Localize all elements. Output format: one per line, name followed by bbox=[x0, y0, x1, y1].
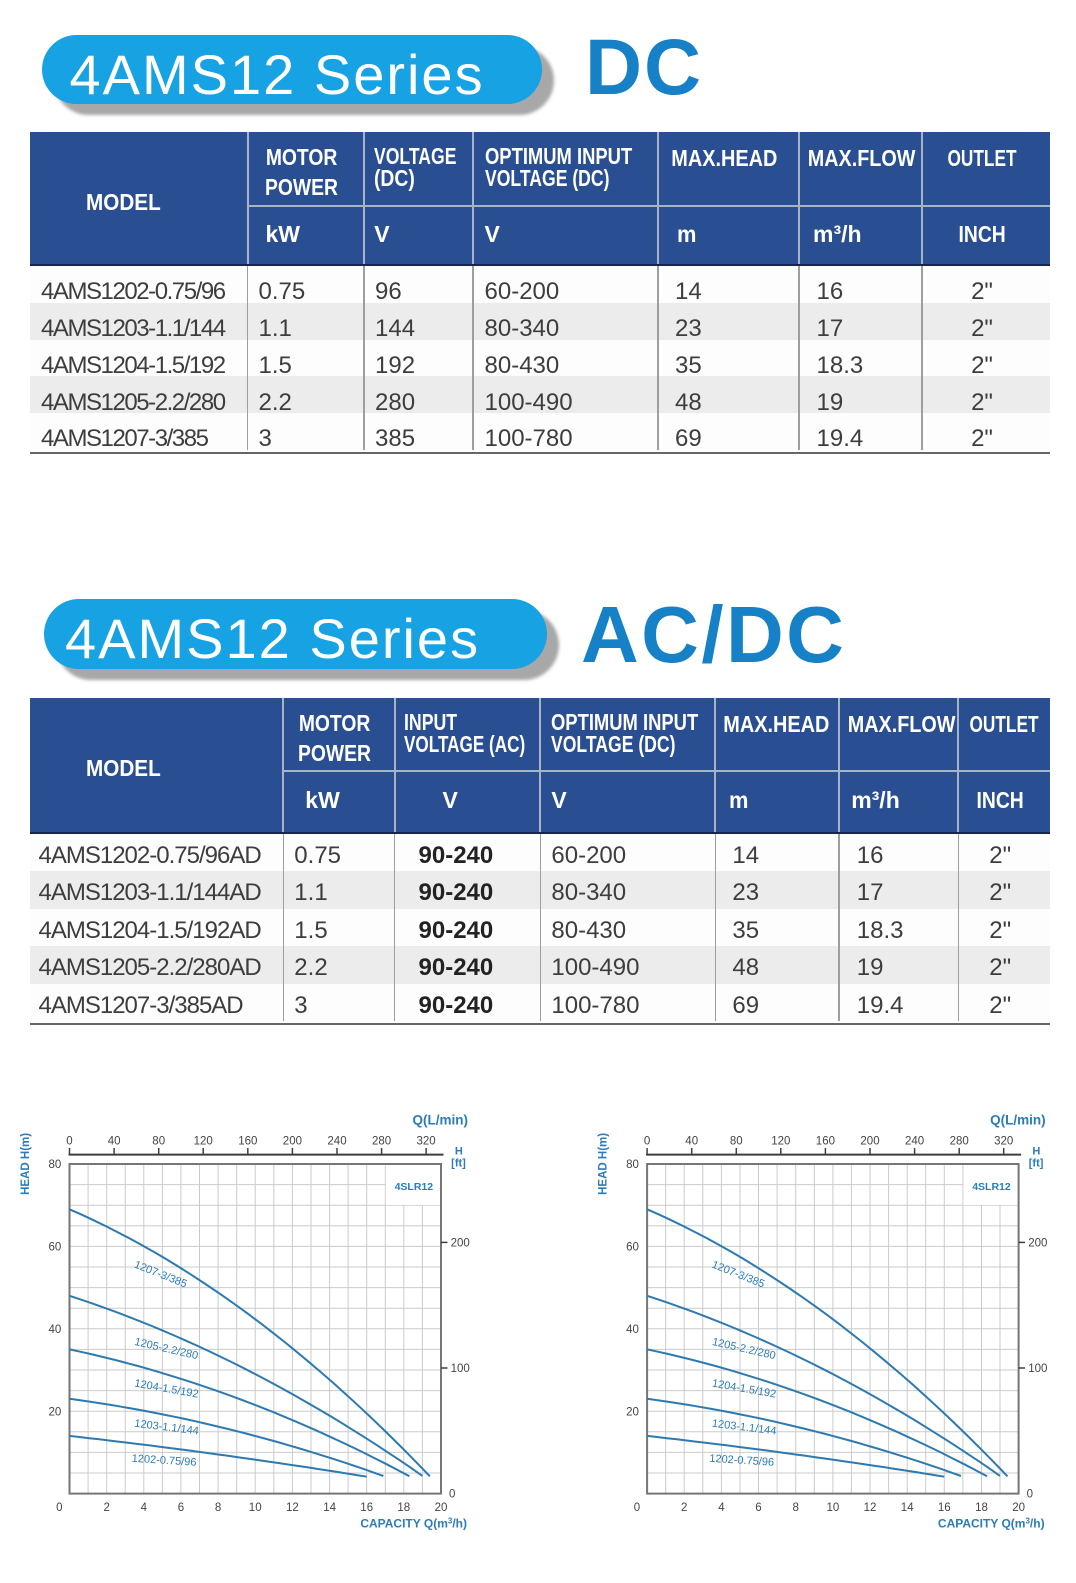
svg-text:120: 120 bbox=[194, 1136, 213, 1148]
svg-text:0: 0 bbox=[56, 1502, 62, 1514]
svg-text:14: 14 bbox=[901, 1502, 914, 1514]
svg-text:14: 14 bbox=[323, 1502, 336, 1514]
svg-text:12: 12 bbox=[286, 1502, 299, 1514]
svg-text:0: 0 bbox=[1027, 1489, 1033, 1501]
svg-text:200: 200 bbox=[283, 1136, 302, 1148]
svg-text:Q(L/min): Q(L/min) bbox=[413, 1112, 469, 1127]
svg-text:HEAD H(m): HEAD H(m) bbox=[20, 1133, 32, 1195]
svg-text:20: 20 bbox=[49, 1406, 62, 1418]
svg-text:18: 18 bbox=[975, 1502, 988, 1514]
svg-text:16: 16 bbox=[938, 1502, 951, 1514]
svg-text:40: 40 bbox=[685, 1136, 698, 1148]
svg-text:280: 280 bbox=[372, 1136, 391, 1148]
svg-text:18: 18 bbox=[397, 1502, 410, 1514]
svg-text:20: 20 bbox=[435, 1502, 448, 1514]
svg-text:160: 160 bbox=[816, 1136, 835, 1148]
svg-text:[ft]: [ft] bbox=[451, 1157, 466, 1169]
svg-text:10: 10 bbox=[827, 1502, 840, 1514]
svg-text:200: 200 bbox=[1028, 1238, 1047, 1250]
svg-text:100: 100 bbox=[451, 1363, 470, 1375]
svg-text:[ft]: [ft] bbox=[1029, 1157, 1044, 1169]
svg-text:80: 80 bbox=[49, 1159, 62, 1171]
svg-text:200: 200 bbox=[451, 1238, 470, 1250]
svg-text:2: 2 bbox=[681, 1502, 687, 1514]
svg-text:CAPACITY Q(m3/h): CAPACITY Q(m3/h) bbox=[360, 1517, 467, 1531]
svg-text:80: 80 bbox=[730, 1136, 743, 1148]
svg-text:20: 20 bbox=[626, 1406, 639, 1418]
svg-text:320: 320 bbox=[417, 1136, 436, 1148]
svg-text:8: 8 bbox=[792, 1502, 798, 1514]
svg-text:240: 240 bbox=[327, 1136, 346, 1148]
svg-text:1202-0.75/96: 1202-0.75/96 bbox=[131, 1453, 196, 1469]
svg-text:20: 20 bbox=[1012, 1502, 1025, 1514]
svg-text:1202-0.75/96: 1202-0.75/96 bbox=[709, 1453, 774, 1469]
svg-text:0: 0 bbox=[66, 1136, 72, 1148]
svg-text:Q(L/min): Q(L/min) bbox=[990, 1112, 1046, 1127]
svg-text:40: 40 bbox=[626, 1324, 639, 1336]
svg-text:HEAD H(m): HEAD H(m) bbox=[598, 1133, 610, 1195]
svg-text:0: 0 bbox=[634, 1502, 640, 1514]
svg-text:12: 12 bbox=[864, 1502, 877, 1514]
svg-text:40: 40 bbox=[108, 1136, 121, 1148]
svg-text:1205-2.2/280: 1205-2.2/280 bbox=[711, 1336, 777, 1362]
svg-text:1207-3/385: 1207-3/385 bbox=[710, 1259, 766, 1291]
svg-text:80: 80 bbox=[152, 1136, 165, 1148]
svg-text:1207-3/385: 1207-3/385 bbox=[132, 1259, 188, 1291]
svg-text:40: 40 bbox=[49, 1324, 62, 1336]
svg-text:CAPACITY Q(m3/h): CAPACITY Q(m3/h) bbox=[938, 1517, 1045, 1531]
svg-text:4SLR12: 4SLR12 bbox=[395, 1181, 434, 1193]
svg-text:6: 6 bbox=[755, 1502, 761, 1514]
svg-text:320: 320 bbox=[994, 1136, 1013, 1148]
svg-text:80: 80 bbox=[626, 1159, 639, 1171]
svg-text:4: 4 bbox=[718, 1502, 725, 1514]
svg-text:H: H bbox=[455, 1146, 463, 1158]
svg-text:240: 240 bbox=[905, 1136, 924, 1148]
svg-text:100: 100 bbox=[1028, 1363, 1047, 1375]
svg-text:60: 60 bbox=[626, 1242, 639, 1254]
svg-text:4: 4 bbox=[141, 1502, 148, 1514]
svg-text:280: 280 bbox=[950, 1136, 969, 1148]
svg-text:4SLR12: 4SLR12 bbox=[972, 1181, 1011, 1193]
svg-text:16: 16 bbox=[360, 1502, 373, 1514]
svg-text:H: H bbox=[1032, 1146, 1040, 1158]
svg-text:0: 0 bbox=[644, 1136, 650, 1148]
svg-text:10: 10 bbox=[249, 1502, 262, 1514]
svg-text:120: 120 bbox=[771, 1136, 790, 1148]
svg-text:2: 2 bbox=[103, 1502, 109, 1514]
svg-text:60: 60 bbox=[49, 1242, 62, 1254]
svg-text:1205-2.2/280: 1205-2.2/280 bbox=[133, 1336, 199, 1362]
svg-text:160: 160 bbox=[238, 1136, 257, 1148]
svg-text:200: 200 bbox=[860, 1136, 879, 1148]
svg-text:6: 6 bbox=[178, 1502, 184, 1514]
svg-text:8: 8 bbox=[215, 1502, 221, 1514]
svg-text:0: 0 bbox=[449, 1489, 455, 1501]
